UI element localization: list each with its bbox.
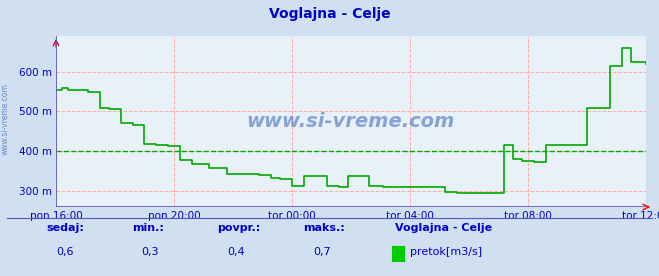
Text: 0,7: 0,7 <box>313 247 331 257</box>
Text: www.si-vreme.com: www.si-vreme.com <box>246 112 455 131</box>
Text: pretok[m3/s]: pretok[m3/s] <box>410 247 482 257</box>
Text: min.:: min.: <box>132 223 163 233</box>
Text: povpr.:: povpr.: <box>217 223 261 233</box>
Text: Voglajna - Celje: Voglajna - Celje <box>269 7 390 21</box>
Text: maks.:: maks.: <box>303 223 345 233</box>
Text: 0,3: 0,3 <box>142 247 159 257</box>
Text: 0,4: 0,4 <box>227 247 245 257</box>
Text: www.si-vreme.com: www.si-vreme.com <box>1 83 10 155</box>
Text: sedaj:: sedaj: <box>46 223 84 233</box>
Text: 0,6: 0,6 <box>56 247 74 257</box>
Text: Voglajna - Celje: Voglajna - Celje <box>395 223 492 233</box>
